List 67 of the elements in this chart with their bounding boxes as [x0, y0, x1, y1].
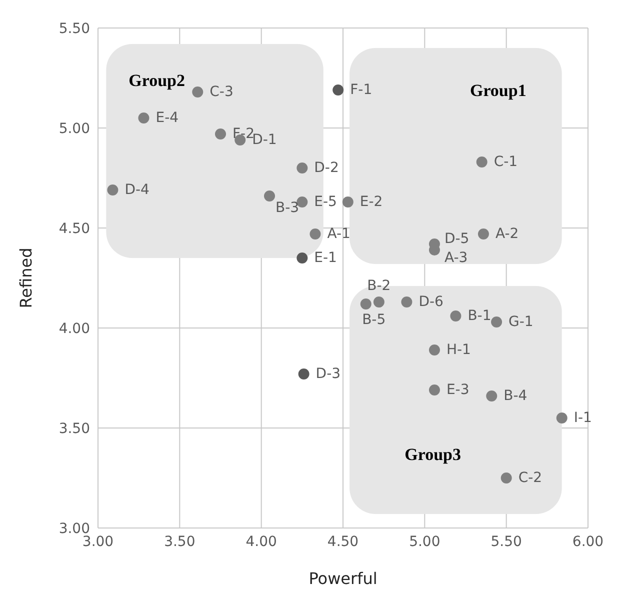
y-tick-label: 5.50 [58, 20, 90, 37]
data-label: E-2 [360, 194, 383, 210]
data-label: C-1 [494, 154, 518, 170]
point [215, 128, 226, 140]
data-label: A-3 [444, 250, 468, 266]
data-label: F-1 [350, 82, 372, 98]
y-tick-label: 3.50 [58, 420, 90, 437]
point [373, 296, 384, 308]
x-tick-label: 3.50 [164, 534, 196, 550]
point [296, 196, 308, 208]
point [500, 472, 512, 484]
point [310, 228, 321, 240]
point [486, 390, 498, 402]
data-label: D-4 [124, 182, 150, 198]
annotation: Group1 [470, 81, 526, 100]
y-axis-title: Refined [16, 248, 36, 308]
annotation: Group3 [404, 445, 462, 464]
point [192, 86, 204, 98]
data-label: D-2 [314, 160, 339, 176]
data-label: H-1 [446, 342, 471, 358]
point [332, 84, 344, 96]
data-label: B-4 [504, 388, 528, 404]
data-label: G-1 [508, 314, 534, 330]
data-label: D-5 [444, 231, 470, 247]
x-tick-label: 4.50 [327, 534, 359, 550]
data-label: D-3 [316, 366, 341, 382]
x-axis-title: Powerful [308, 569, 378, 588]
point [450, 310, 462, 322]
data-label: E-1 [314, 250, 337, 266]
point [476, 156, 488, 168]
data-label: D-1 [252, 132, 277, 148]
point [428, 384, 440, 396]
point [556, 412, 568, 424]
data-label: C-3 [210, 84, 234, 100]
x-tick-label: 5.50 [490, 534, 522, 550]
data-label: E-4 [156, 110, 179, 126]
annotation: Group2 [128, 71, 185, 90]
point [401, 296, 412, 308]
data-label: B-2 [367, 278, 391, 294]
data-label: E-3 [446, 382, 470, 398]
data-label: E-5 [314, 194, 337, 210]
x-tick-label: 6.00 [572, 534, 604, 550]
data-label: A-2 [495, 226, 519, 242]
data-label: C-2 [518, 470, 542, 486]
point [428, 344, 440, 356]
point [360, 298, 372, 310]
point [342, 196, 354, 208]
data-label: D-6 [418, 294, 444, 310]
data-label: B-1 [468, 308, 492, 324]
point [138, 112, 150, 124]
point [264, 190, 275, 202]
x-tick-label: 4.00 [246, 534, 277, 550]
y-tick-label: 5.00 [58, 120, 90, 137]
data-label: B-3 [276, 200, 300, 216]
data-label: F-2 [232, 126, 255, 142]
point [491, 316, 502, 328]
data-label: I-1 [574, 410, 592, 426]
point [478, 228, 489, 240]
y-tick-label: 4.50 [58, 220, 90, 237]
data-label: A-1 [327, 226, 350, 242]
point [298, 368, 310, 380]
point [296, 162, 308, 174]
point [107, 184, 118, 196]
x-tick-label: 5.00 [409, 534, 440, 550]
point [296, 252, 308, 264]
y-tick-label: 4.00 [58, 320, 90, 337]
data-label: B-5 [362, 312, 386, 328]
